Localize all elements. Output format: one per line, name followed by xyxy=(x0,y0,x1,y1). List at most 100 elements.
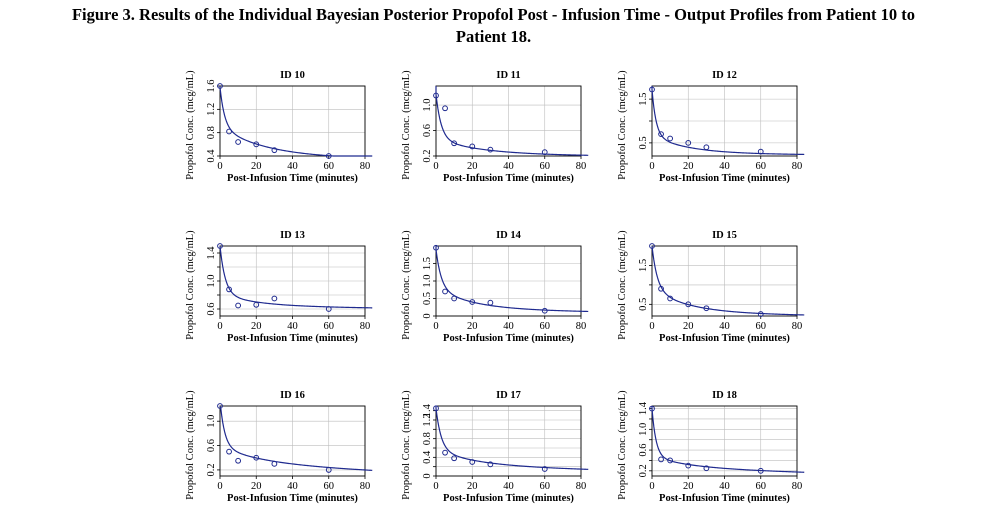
observed-point xyxy=(658,285,664,292)
x-tick-label: 60 xyxy=(324,481,335,492)
observed-point xyxy=(451,455,458,462)
x-axis-label: Post-Infusion Time (minutes) xyxy=(659,333,790,344)
x-tick-label: 0 xyxy=(433,481,438,492)
x-tick-label: 60 xyxy=(756,481,767,492)
observed-point xyxy=(685,462,692,469)
panel-title: ID 13 xyxy=(280,230,305,241)
x-tick-label: 60 xyxy=(756,321,767,332)
x-axis-label: Post-Infusion Time (minutes) xyxy=(443,333,574,344)
x-tick-label: 20 xyxy=(251,161,262,172)
observed-point xyxy=(325,306,332,312)
chart-panel-id-18: 0 20 40 60 80 0.2 0.6 1.0 1.4 ID 18 Post-Infusion … xyxy=(617,390,805,504)
observed-point xyxy=(658,456,664,463)
observed-point xyxy=(325,467,332,473)
x-tick-label: 80 xyxy=(792,161,803,172)
y-tick-label: 0.6 xyxy=(206,302,217,315)
observed-point xyxy=(487,299,494,306)
chart-panel-id-15: 0 20 40 60 80 0.5 1.5 ID 15 Post-Infusion Time (… xyxy=(617,230,805,344)
observed-point xyxy=(235,457,242,464)
observed-point xyxy=(433,92,439,99)
x-tick-label: 40 xyxy=(287,481,298,492)
y-tick-label: 0.4 xyxy=(422,450,433,464)
y-axis-label: Propofol Conc. (mcg/mL) xyxy=(185,70,196,180)
x-tick-label: 40 xyxy=(503,321,514,332)
observed-point xyxy=(442,105,448,112)
y-axis-label: Propofol Conc. (mcg/mL) xyxy=(617,70,628,180)
observed-point xyxy=(685,139,692,146)
y-tick-label: 1.5 xyxy=(638,259,649,272)
chart-panel-id-16: 0 20 40 60 80 0.2 0.6 1.0 ID 16 Post-Infusion Tim… xyxy=(185,390,373,504)
observed-point xyxy=(667,135,674,142)
fitted-curve xyxy=(435,246,589,313)
observed-point xyxy=(703,144,710,151)
chart-panel-id-10: 0 20 40 60 80 0.4 0.8 1.2 1.6 ID 10 Post-Infusion … xyxy=(185,70,373,184)
observed-point xyxy=(469,143,476,150)
y-tick-label: 1.2 xyxy=(422,413,433,426)
observed-point xyxy=(541,466,548,472)
y-tick-label: 0.8 xyxy=(206,126,217,139)
x-tick-label: 60 xyxy=(756,161,767,172)
observed-point xyxy=(271,147,278,154)
x-tick-label: 80 xyxy=(792,321,803,332)
x-tick-label: 20 xyxy=(467,481,478,492)
x-tick-label: 40 xyxy=(719,321,730,332)
observed-point xyxy=(649,405,655,412)
observed-point xyxy=(703,465,710,472)
x-axis-label: Post-Infusion Time (minutes) xyxy=(443,493,574,504)
observed-point xyxy=(658,131,664,138)
y-tick-label: 0 xyxy=(422,473,433,478)
panel-title: ID 17 xyxy=(496,390,521,401)
x-tick-label: 60 xyxy=(324,321,335,332)
x-tick-label: 60 xyxy=(540,321,551,332)
chart-panel-id-13: 0 20 40 60 80 0.6 1.0 1.4 ID 13 Post-Infusion Tim… xyxy=(185,230,373,344)
observed-point xyxy=(442,449,448,456)
x-tick-label: 20 xyxy=(683,161,694,172)
x-tick-label: 40 xyxy=(503,161,514,172)
panel-title: ID 14 xyxy=(496,230,522,241)
observed-point xyxy=(649,86,655,93)
observed-point xyxy=(217,403,223,409)
observed-point xyxy=(469,459,476,465)
observed-point xyxy=(271,460,278,467)
x-axis-label: Post-Infusion Time (minutes) xyxy=(227,173,358,184)
x-tick-label: 20 xyxy=(467,161,478,172)
x-tick-label: 20 xyxy=(683,321,694,332)
observed-point xyxy=(226,128,232,135)
observed-point xyxy=(325,153,332,159)
observed-point xyxy=(487,461,494,468)
observed-point xyxy=(451,140,458,147)
x-tick-label: 40 xyxy=(287,161,298,172)
x-tick-label: 0 xyxy=(649,481,654,492)
x-axis-label: Post-Infusion Time (minutes) xyxy=(227,333,358,344)
fitted-curve xyxy=(435,86,589,156)
observed-point xyxy=(649,243,655,249)
observed-point xyxy=(487,146,494,153)
x-tick-label: 0 xyxy=(649,321,654,332)
observed-point xyxy=(451,295,458,302)
y-tick-label: 0.2 xyxy=(206,463,217,476)
y-tick-label: 1.5 xyxy=(422,257,433,270)
panel-title: ID 15 xyxy=(712,230,737,241)
x-tick-label: 20 xyxy=(683,481,694,492)
chart-panel-id-12: 0 20 40 60 80 0.5 1.5 ID 12 Post-Infusion Time (… xyxy=(617,70,805,184)
y-tick-label: 1.0 xyxy=(422,274,433,287)
observed-point xyxy=(757,311,764,317)
y-axis-label: Propofol Conc. (mcg/mL) xyxy=(185,390,196,500)
observed-point xyxy=(226,448,232,455)
figure-title-line-2: Patient 18. xyxy=(455,27,532,46)
y-tick-label: 0.5 xyxy=(638,136,649,149)
x-tick-label: 80 xyxy=(576,481,587,492)
figure-title: Figure 3. Results of the Individual Baye… xyxy=(0,4,987,48)
fitted-curve xyxy=(219,405,373,471)
chart-panel-id-11: 0 20 40 60 80 0.2 0.6 1.0 ID 11 Post-Infusion Tim… xyxy=(401,70,589,184)
observed-point xyxy=(667,295,674,302)
y-tick-label: 0.5 xyxy=(422,292,433,305)
x-axis-label: Post-Infusion Time (minutes) xyxy=(227,493,358,504)
x-tick-label: 80 xyxy=(576,321,587,332)
x-tick-label: 40 xyxy=(719,161,730,172)
observed-point xyxy=(667,457,674,464)
observed-point xyxy=(253,301,260,308)
y-tick-label: 1.0 xyxy=(206,274,217,287)
chart-panel-id-17: 0 20 40 60 80 0 0.4 0.8 1.21.4 ID 17 Post-Infusion… xyxy=(401,390,589,504)
